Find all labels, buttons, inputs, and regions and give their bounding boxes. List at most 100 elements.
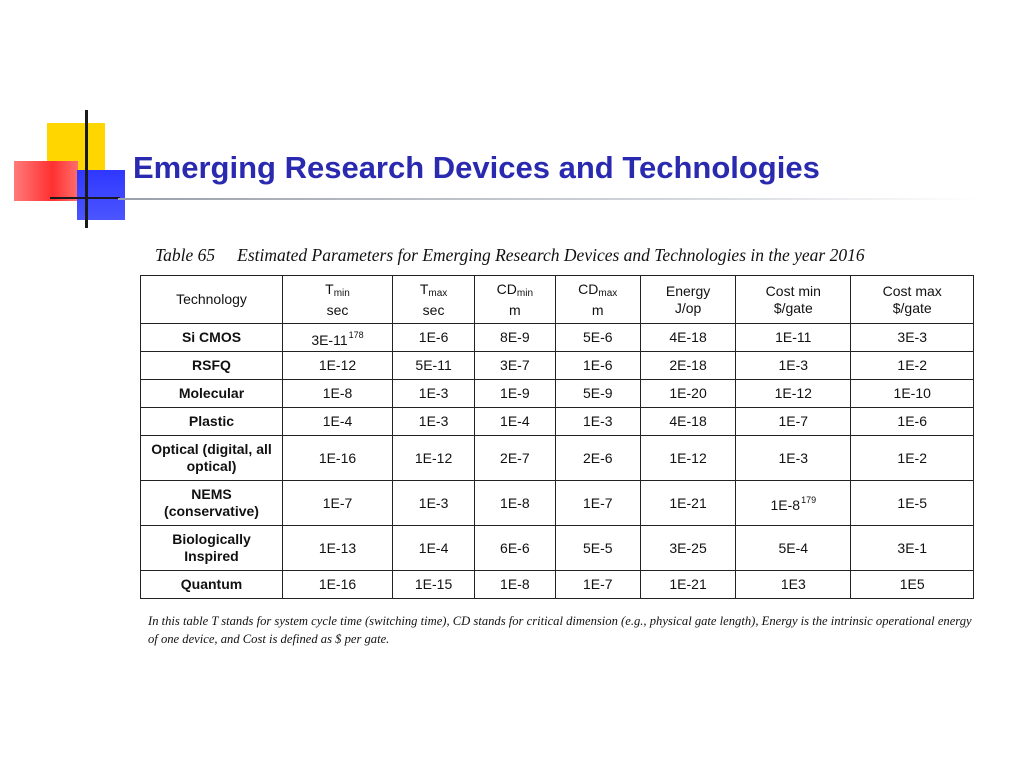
column-header-label: Cost max bbox=[882, 282, 942, 299]
table-caption: Table 65 Estimated Parameters for Emergin… bbox=[155, 245, 865, 266]
value-cell-costmax: 1E-2 bbox=[850, 351, 974, 380]
value-cell-tmin: 1E-16 bbox=[282, 435, 393, 481]
technology-cell: Si CMOS bbox=[140, 323, 283, 352]
table-row: NEMS (conservative) 1E-7 1E-3 1E-8 1E-7 1E-21… bbox=[140, 480, 974, 526]
column-header-unit: $/gate bbox=[773, 299, 813, 316]
technology-name: Plastic bbox=[188, 413, 235, 429]
table-body: Si CMOS 3E-11178 1E-6 8E-9 5E-6 4E-18 1E-11 3E-… bbox=[140, 323, 974, 599]
ornament-horizontal-line bbox=[50, 197, 120, 199]
value-cell-costmax: 1E-2 bbox=[850, 435, 974, 481]
cell-value: 5E-11 bbox=[415, 357, 452, 373]
column-header-subscript: max bbox=[428, 287, 448, 299]
cell-value: 3E-25 bbox=[669, 539, 707, 556]
technology-name: Quantum bbox=[180, 576, 243, 592]
column-header-label: T bbox=[325, 280, 334, 297]
table-footnote: In this table T stands for system cycle … bbox=[148, 614, 972, 646]
technology-cell: RSFQ bbox=[140, 351, 283, 380]
table-caption-text: Estimated Parameters for Emerging Resear… bbox=[237, 245, 865, 265]
value-cell-tmin: 1E-4 bbox=[282, 407, 393, 436]
value-cell-costmax: 1E-6 bbox=[850, 407, 974, 436]
cell-value: 1E-12 bbox=[774, 385, 812, 401]
column-header-unit: sec bbox=[326, 301, 349, 318]
value-cell-tmin: 1E-7 bbox=[282, 480, 393, 526]
ornament-red-bar bbox=[14, 161, 78, 201]
value-cell-cdmax: 2E-6 bbox=[554, 435, 641, 481]
cell-value: 1E-6 bbox=[418, 329, 449, 345]
column-header-label: CD bbox=[578, 280, 599, 297]
cell-value: 1E-2 bbox=[897, 449, 927, 466]
cell-value: 1E-4 bbox=[322, 413, 353, 429]
column-header-subscript: max bbox=[598, 287, 618, 299]
value-cell-cdmax: 1E-7 bbox=[554, 570, 641, 599]
cell-value: 1E-3 bbox=[418, 385, 449, 401]
column-header-unit: J/op bbox=[674, 299, 702, 316]
value-cell-cdmax: 1E-7 bbox=[554, 480, 641, 526]
value-cell-tmin: 1E-8 bbox=[282, 379, 393, 408]
value-cell-costmax: 3E-3 bbox=[850, 323, 974, 352]
cell-value: 1E-9 bbox=[500, 385, 530, 401]
cell-value: 1E-21 bbox=[669, 576, 707, 592]
value-cell-cdmin: 3E-7 bbox=[474, 351, 556, 380]
cell-value: 8E-9 bbox=[500, 329, 530, 345]
cell-value: 5E-5 bbox=[582, 539, 613, 556]
cell-value: 1E-7 bbox=[322, 494, 353, 511]
value-cell-cdmin: 1E-9 bbox=[474, 379, 556, 408]
column-header-subscript: min bbox=[333, 287, 350, 299]
technology-name: Molecular bbox=[178, 385, 245, 401]
table-row: Si CMOS 3E-11178 1E-6 8E-9 5E-6 4E-18 1E-11 3E-… bbox=[140, 323, 974, 352]
cell-value: 1E-8 bbox=[500, 494, 530, 511]
value-cell-costmax: 1E-5 bbox=[850, 480, 974, 526]
cell-value: 4E-18 bbox=[669, 329, 707, 345]
cell-value: 1E3 bbox=[780, 576, 806, 592]
cell-value: 1E-13 bbox=[318, 539, 357, 556]
value-cell-costmin: 1E-3 bbox=[735, 351, 852, 380]
value-cell-energy: 1E-21 bbox=[639, 570, 737, 599]
title-underline bbox=[118, 198, 978, 200]
table-row: Plastic 1E-4 1E-3 1E-4 1E-3 4E-18 1E-7 1E-6 bbox=[140, 407, 974, 436]
title-ornament bbox=[0, 0, 150, 240]
column-header-subscript: min bbox=[516, 287, 534, 299]
value-cell-costmin: 1E-3 bbox=[735, 435, 852, 481]
cell-value: 2E-6 bbox=[582, 449, 613, 466]
cell-value: 6E-6 bbox=[500, 539, 530, 556]
column-header-label: Technology bbox=[176, 291, 247, 307]
value-cell-costmin: 1E-7 bbox=[735, 407, 852, 436]
cell-value: 1E-5 bbox=[897, 494, 927, 511]
value-cell-tmin: 1E-12 bbox=[282, 351, 393, 380]
ornament-vertical-line bbox=[85, 110, 88, 228]
table-row: Molecular 1E-8 1E-3 1E-9 5E-9 1E-20 1E-12 1E-10 bbox=[140, 379, 974, 408]
cell-value: 5E-6 bbox=[582, 329, 613, 345]
technology-cell: Optical (digital, all optical) bbox=[140, 435, 283, 481]
cell-value: 1E-7 bbox=[582, 576, 613, 592]
column-header-unit: m bbox=[509, 301, 521, 318]
technology-cell: NEMS (conservative) bbox=[140, 480, 283, 526]
value-cell-cdmax: 5E-5 bbox=[554, 525, 641, 571]
table-header-row: Technology Tmin sec Tmax sec CDmin m CDmax m Ener… bbox=[140, 275, 974, 324]
column-header: CDmax m bbox=[554, 275, 641, 324]
column-header: Energy J/op bbox=[639, 275, 737, 324]
cell-value: 1E-4 bbox=[418, 539, 449, 556]
slide-title: Emerging Research Devices and Technologi… bbox=[133, 150, 820, 185]
cell-value: 1E5 bbox=[899, 576, 925, 592]
value-cell-tmax: 1E-12 bbox=[391, 435, 476, 481]
cell-value: 3E-3 bbox=[897, 329, 927, 345]
cell-value: 1E-3 bbox=[582, 413, 613, 429]
value-cell-tmax: 1E-6 bbox=[391, 323, 476, 352]
reference-superscript: 178 bbox=[348, 329, 364, 340]
parameters-table: Technology Tmin sec Tmax sec CDmin m CDmax m Ener… bbox=[140, 275, 974, 599]
technology-name: Optical (digital, all optical) bbox=[151, 441, 272, 474]
value-cell-energy: 1E-12 bbox=[639, 435, 737, 481]
value-cell-costmin: 5E-4 bbox=[735, 525, 852, 571]
cell-value: 1E-2 bbox=[897, 357, 927, 373]
column-header-label: T bbox=[419, 280, 429, 297]
cell-value: 1E-20 bbox=[669, 385, 707, 401]
column-header: Cost max $/gate bbox=[850, 275, 974, 324]
cell-value: 1E-12 bbox=[414, 449, 453, 466]
cell-value: 1E-3 bbox=[418, 413, 449, 429]
table-row: RSFQ 1E-12 5E-11 3E-7 1E-6 2E-18 1E-3 1E-2 bbox=[140, 351, 974, 380]
value-cell-energy: 1E-20 bbox=[639, 379, 737, 408]
value-cell-costmin: 1E-11 bbox=[735, 323, 852, 352]
value-cell-tmax: 1E-3 bbox=[391, 379, 476, 408]
value-cell-tmin: 1E-16 bbox=[282, 570, 393, 599]
technology-name: NEMS (conservative) bbox=[164, 486, 259, 519]
